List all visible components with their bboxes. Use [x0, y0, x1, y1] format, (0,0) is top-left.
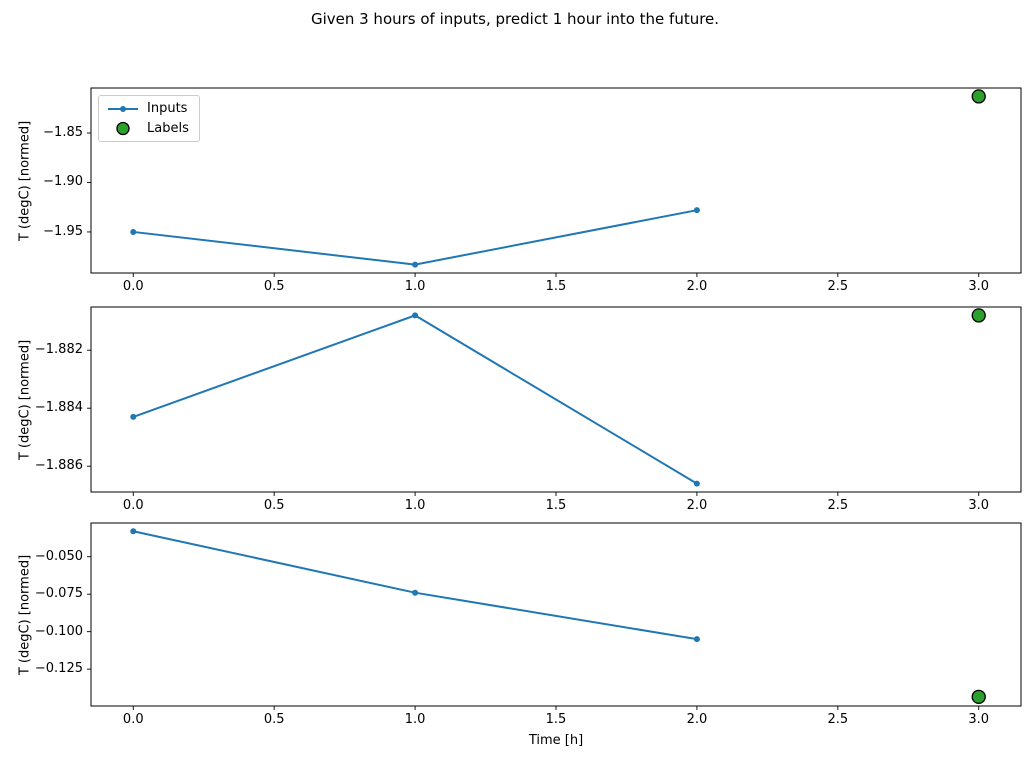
subplot-3: T (degC) [normed] Time [h] 0.0 0.5 1.0 1.5 2… [18, 522, 1022, 748]
y-axis-label-2: T (degC) [normed] [17, 339, 33, 460]
x-tick-label: 0.0 [122, 712, 144, 727]
input-point [412, 312, 419, 319]
legend-label-labels: Labels [147, 121, 189, 136]
legend-label-inputs: Inputs [147, 101, 188, 116]
x-tick-label: 1.5 [545, 279, 567, 294]
x-tick-label: 1.5 [545, 498, 567, 513]
y-tick-label: −1.886 [34, 458, 83, 474]
input-point [130, 228, 137, 235]
y-axis-label-1: T (degC) [normed] [17, 120, 33, 241]
legend: Inputs Labels [98, 95, 200, 142]
y-tick-label: −0.075 [34, 586, 83, 602]
legend-item-labels: Labels [107, 121, 189, 136]
y-tick-label: −0.050 [34, 548, 83, 564]
x-tick-label: 1.0 [404, 712, 426, 727]
x-tick-label: 0.5 [263, 712, 285, 727]
inputs-line [133, 209, 698, 266]
input-point [130, 413, 137, 420]
x-tick-label: 2.0 [686, 279, 708, 294]
input-point [130, 528, 137, 535]
input-point [412, 261, 419, 268]
plot-area-3 [87, 522, 1022, 710]
subplot-1: T (degC) [normed] Inputs Labels [18, 87, 1022, 294]
x-tick-label: 0.0 [122, 279, 144, 294]
x-tick-label: 0.5 [263, 279, 285, 294]
input-point [412, 589, 419, 596]
x-tick-label: 3.0 [968, 712, 990, 727]
y-tick-label: −1.95 [43, 223, 83, 239]
input-point [693, 207, 700, 214]
x-tick-label: 0.5 [263, 498, 285, 513]
label-point [971, 89, 986, 104]
figure-title: Given 3 hours of inputs, predict 1 hour … [310, 10, 720, 28]
inputs-line [133, 530, 698, 641]
x-tick-label: 2.0 [686, 498, 708, 513]
axes-border [90, 306, 1022, 493]
subplot-2: T (degC) [normed] 0.0 0.5 1.0 1.5 2.0 2.5 3.0 −… [18, 306, 1022, 513]
x-tick-label: 3.0 [968, 279, 990, 294]
y-tick-label: −1.85 [43, 125, 83, 140]
x-tick-label: 0.0 [122, 498, 144, 513]
x-tick-label: 3.0 [968, 498, 990, 513]
x-tick-label: 1.0 [404, 279, 426, 294]
x-tick-label: 1.5 [545, 712, 567, 727]
y-tick-label: −1.90 [43, 174, 83, 190]
y-axis-label-3: T (degC) [normed] [17, 554, 33, 675]
inputs-line [132, 314, 698, 485]
x-tick-label: 2.5 [827, 279, 849, 294]
x-axis-label: Time [h] [528, 733, 584, 748]
x-tick-label: 2.0 [686, 712, 708, 727]
y-tick-label: −0.100 [34, 623, 83, 639]
plot-area-1 [87, 87, 1022, 277]
input-point [693, 636, 700, 643]
plot-area-2 [87, 306, 1022, 496]
y-tick-label: −1.884 [34, 400, 83, 416]
axes-border [90, 522, 1022, 707]
x-tick-label: 2.5 [827, 712, 849, 727]
x-tick-label: 2.5 [827, 498, 849, 513]
labels-circle-icon [107, 121, 139, 136]
y-tick-label: −1.882 [34, 342, 83, 358]
input-point [693, 480, 700, 487]
label-point [971, 689, 986, 705]
inputs-line-icon [107, 104, 139, 114]
axes-border [90, 87, 1022, 274]
x-tick-label: 1.0 [404, 498, 426, 513]
legend-item-inputs: Inputs [107, 101, 189, 116]
y-tick-label: −0.125 [34, 661, 83, 677]
label-point [971, 308, 986, 323]
